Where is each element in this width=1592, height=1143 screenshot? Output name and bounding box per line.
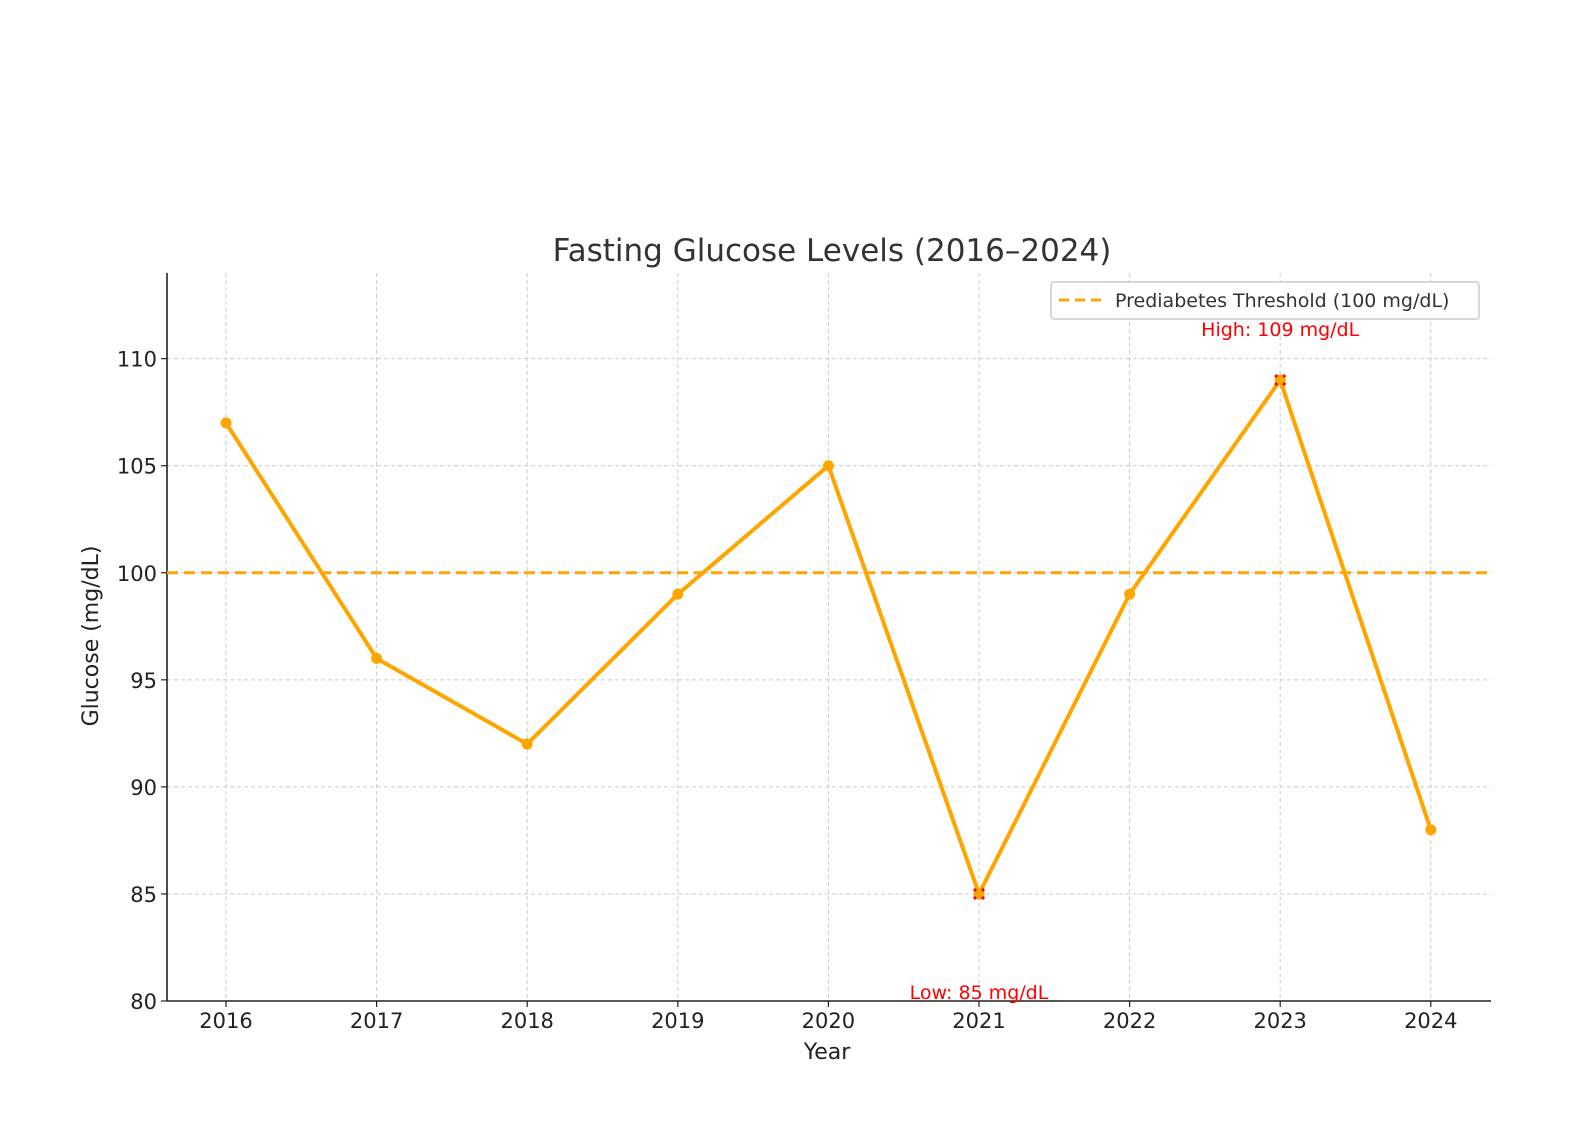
highlight-marker — [1274, 373, 1287, 387]
data-annotation: High: 109 mg/dL — [1201, 319, 1359, 341]
data-point — [220, 417, 232, 429]
data-point — [1425, 824, 1437, 836]
grid-layer — [167, 273, 1491, 1002]
data-point — [371, 652, 383, 664]
y-axis-label: Glucose (mg/dL) — [79, 546, 104, 727]
data-point — [672, 588, 684, 600]
axes-layer: 2016 2017 2018 2019 2020 2021 2022 2023 2024 80 85… — [117, 273, 1491, 1033]
legend-label: Prediabetes Threshold (100 mg/dL) — [1115, 290, 1449, 312]
x-tick-label: 2016 — [199, 1009, 252, 1033]
y-tick-label: 100 — [117, 562, 157, 586]
x-tick-label: 2018 — [500, 1009, 553, 1033]
legend-box — [1050, 281, 1480, 320]
data-point — [1124, 588, 1136, 600]
y-tick-label: 110 — [117, 348, 157, 372]
data-annotation: Low: 85 mg/dL — [910, 982, 1049, 1004]
data-point — [521, 738, 533, 750]
y-tick-label: 85 — [130, 883, 157, 907]
y-tick-label: 95 — [130, 669, 157, 693]
legend: Prediabetes Threshold (100 mg/dL) — [1050, 281, 1480, 320]
x-tick-label: 2024 — [1404, 1009, 1457, 1033]
highlight-marker — [972, 887, 986, 901]
x-tick-label: 2021 — [952, 1009, 1005, 1033]
highlight-marker-dot — [974, 889, 984, 899]
y-tick-label: 90 — [130, 776, 157, 800]
highlight-marker-dot — [1275, 375, 1285, 385]
data-point — [822, 460, 834, 472]
y-tick-label: 105 — [117, 455, 157, 479]
chart-title: Fasting Glucose Levels (2016–2024) — [553, 233, 1112, 269]
x-tick-label: 2023 — [1253, 1009, 1306, 1033]
x-axis-label: Year — [803, 1040, 852, 1065]
x-tick-label: 2022 — [1103, 1009, 1156, 1033]
x-tick-label: 2020 — [802, 1009, 855, 1033]
y-tick-label: 80 — [130, 990, 157, 1014]
x-tick-label: 2017 — [350, 1009, 403, 1033]
x-tick-label: 2019 — [651, 1009, 704, 1033]
annotation-layer: High: 109 mg/dL Low: 85 mg/dL — [910, 319, 1360, 1004]
